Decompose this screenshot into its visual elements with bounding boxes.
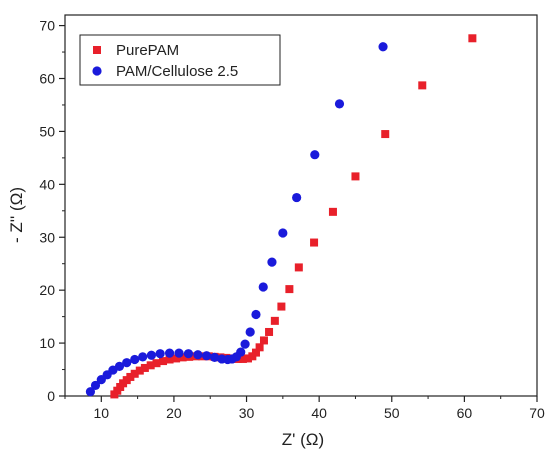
y-tick-label: 60 (39, 71, 55, 87)
data-point (265, 327, 274, 336)
data-point (209, 352, 220, 362)
data-point (243, 354, 252, 363)
y-tick-label: 70 (39, 18, 55, 34)
data-point (310, 150, 320, 160)
axes: 10 20 30 40 50 60 70 0 10 20 30 40 50 60 70 (39, 14, 545, 421)
x-tick-label: 70 (529, 405, 545, 421)
y-tick-label: 10 (39, 335, 55, 351)
legend-box (79, 34, 281, 86)
x-axis-label: Z' (Ω) (282, 430, 324, 449)
data-point (334, 99, 345, 109)
data-point (172, 354, 181, 363)
x-tick-label: 20 (166, 405, 182, 421)
x-tick-label: 40 (311, 405, 327, 421)
data-point (146, 361, 155, 370)
data-point (126, 372, 135, 381)
data-point (378, 42, 388, 52)
data-point (310, 238, 319, 247)
data-point (178, 353, 187, 362)
data-point (130, 369, 139, 378)
data-point (328, 207, 337, 216)
series-pam-cellulose (85, 42, 388, 397)
data-point (183, 349, 194, 359)
data-point (152, 359, 161, 368)
legend-label: PAM/Cellulose 2.5 (116, 63, 238, 80)
data-point (270, 316, 279, 325)
data-point (140, 363, 149, 372)
data-point (285, 285, 294, 294)
data-point (278, 228, 288, 238)
series-purepam (110, 34, 477, 399)
data-point (351, 172, 360, 181)
data-point (259, 336, 268, 345)
data-point (255, 343, 264, 352)
y-axis-label: - Z'' (Ω) (7, 187, 26, 243)
data-point (135, 366, 144, 375)
data-point (294, 263, 303, 272)
data-point (114, 361, 125, 371)
data-point (277, 302, 286, 311)
data-point (90, 380, 101, 391)
data-point (146, 350, 157, 360)
legend-marker-square (93, 46, 101, 54)
series-layer (85, 34, 477, 399)
data-point (251, 309, 261, 320)
data-point (245, 327, 255, 337)
data-point (165, 355, 174, 364)
x-tick-label: 50 (384, 405, 400, 421)
data-point (155, 349, 165, 359)
data-point (130, 354, 140, 365)
data-point (258, 282, 268, 292)
y-tick-label: 20 (39, 282, 55, 298)
data-point (164, 348, 175, 358)
data-point (468, 34, 477, 43)
data-point (159, 357, 168, 366)
data-point (202, 351, 212, 361)
x-tick-label: 60 (457, 405, 473, 421)
x-tick-label: 10 (94, 405, 110, 421)
data-point (267, 257, 277, 267)
data-point (240, 339, 250, 349)
legend-label: PurePAM (116, 42, 179, 59)
x-tick-label: 30 (239, 405, 255, 421)
plot-frame (64, 14, 538, 397)
data-point (418, 81, 427, 90)
data-point (122, 358, 132, 368)
data-point (292, 192, 302, 203)
data-point (85, 387, 96, 397)
y-tick-label: 40 (39, 176, 55, 192)
data-point (238, 354, 247, 363)
legend-marker-circle (92, 66, 102, 76)
legend: PurePAM PAM/Cellulose 2.5 (79, 34, 281, 86)
data-point (251, 348, 260, 357)
data-point (193, 350, 203, 360)
y-tick-label: 30 (39, 229, 55, 245)
y-tick-label: 50 (39, 123, 55, 139)
data-point (138, 352, 148, 362)
y-tick-label: 0 (47, 388, 55, 404)
data-point (174, 348, 184, 358)
data-point (381, 130, 390, 139)
data-point (236, 347, 246, 357)
